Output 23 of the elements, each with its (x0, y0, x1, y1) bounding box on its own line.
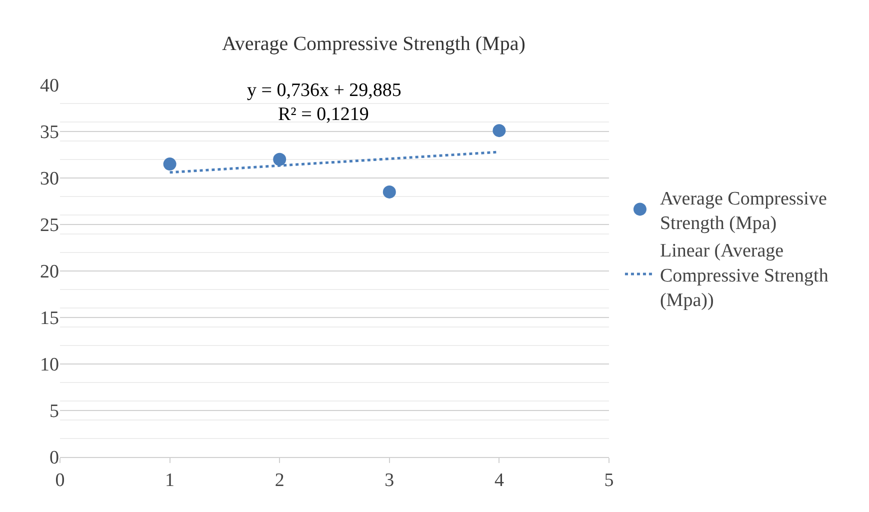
y-tick-label: 40 (40, 76, 59, 97)
legend-label: Average Compressive Strength (Mpa) (660, 188, 827, 234)
point (163, 158, 176, 171)
annotation: R² = 0,1219 (278, 104, 369, 125)
x-tick-label: 4 (494, 470, 504, 491)
x-tick-label: 1 (165, 470, 175, 491)
point (273, 152, 286, 166)
y-tick-label: 25 (40, 215, 59, 236)
y-tick-label: 5 (50, 401, 59, 422)
y-tick-label: 0 (50, 448, 59, 469)
y-tick-label: 35 (40, 122, 59, 144)
y-tick-label: 15 (40, 308, 59, 330)
point (382, 185, 396, 198)
x-tick-label: 3 (384, 470, 394, 491)
point (492, 124, 506, 138)
y-tick-label: 30 (40, 168, 59, 190)
legend-label: Linear (Average Compressive Strength (Mpa)) (660, 240, 829, 312)
chart-title: Average Compressive Strength (Mpa) (222, 32, 526, 55)
x-tick-label: 2 (274, 470, 284, 491)
x-tick-label: 5 (604, 470, 614, 491)
y-tick-label: 20 (40, 262, 59, 283)
annotation: y = 0,736x + 29,885 (247, 80, 402, 101)
y-tick-label: 10 (40, 354, 59, 376)
